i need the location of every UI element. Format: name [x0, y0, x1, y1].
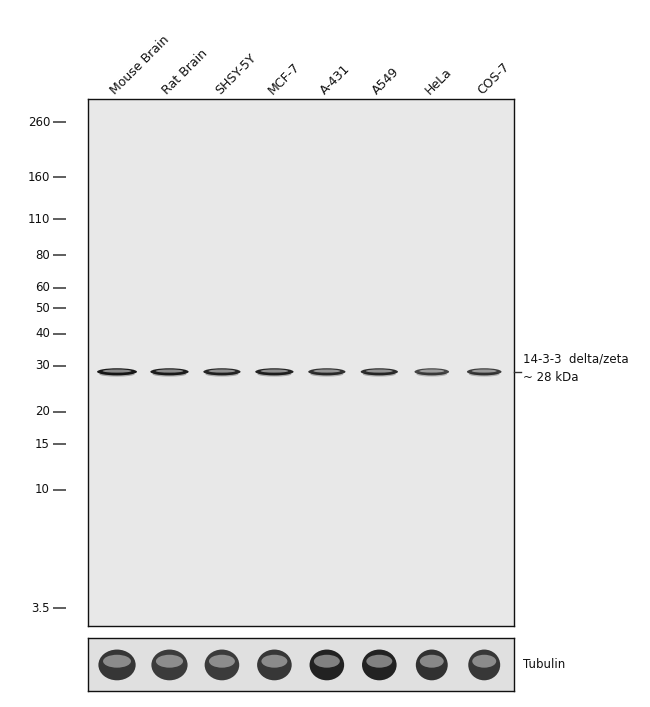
Ellipse shape: [467, 368, 502, 375]
Text: 3.5: 3.5: [31, 602, 50, 615]
Ellipse shape: [255, 368, 294, 375]
Ellipse shape: [367, 655, 393, 667]
Ellipse shape: [415, 368, 449, 375]
Text: HeLa: HeLa: [422, 65, 454, 97]
Ellipse shape: [420, 655, 444, 667]
Ellipse shape: [417, 372, 447, 377]
Ellipse shape: [209, 655, 235, 667]
Ellipse shape: [103, 655, 131, 667]
Text: A-431: A-431: [318, 62, 352, 97]
Ellipse shape: [366, 370, 393, 373]
Ellipse shape: [103, 370, 131, 373]
Text: 20: 20: [35, 405, 50, 419]
Text: 30: 30: [35, 359, 50, 373]
Ellipse shape: [362, 650, 396, 680]
Ellipse shape: [308, 368, 346, 375]
Text: A549: A549: [370, 65, 402, 97]
Ellipse shape: [314, 655, 340, 667]
Ellipse shape: [309, 650, 344, 680]
Text: COS-7: COS-7: [475, 60, 512, 97]
Ellipse shape: [257, 650, 292, 680]
Ellipse shape: [98, 650, 136, 680]
Ellipse shape: [205, 650, 239, 680]
Ellipse shape: [151, 650, 188, 680]
Text: Mouse Brain: Mouse Brain: [108, 33, 172, 97]
Ellipse shape: [468, 650, 500, 680]
Text: 40: 40: [35, 327, 50, 340]
Ellipse shape: [416, 650, 448, 680]
Text: Tubulin: Tubulin: [523, 658, 565, 672]
Ellipse shape: [469, 372, 499, 377]
Ellipse shape: [257, 372, 291, 377]
Ellipse shape: [156, 655, 183, 667]
Ellipse shape: [361, 368, 398, 375]
Text: 110: 110: [28, 213, 50, 226]
Ellipse shape: [261, 655, 287, 667]
Ellipse shape: [97, 368, 137, 375]
Text: 60: 60: [35, 281, 50, 294]
Ellipse shape: [473, 655, 496, 667]
Ellipse shape: [205, 372, 239, 377]
Text: Rat Brain: Rat Brain: [161, 47, 211, 97]
Ellipse shape: [150, 368, 188, 375]
Ellipse shape: [313, 370, 340, 373]
Text: MCF-7: MCF-7: [265, 60, 302, 97]
Text: 260: 260: [28, 116, 50, 129]
Ellipse shape: [363, 372, 396, 377]
Ellipse shape: [311, 372, 343, 377]
Ellipse shape: [99, 372, 135, 377]
Ellipse shape: [156, 370, 183, 373]
Text: 14-3-3  delta/zeta
~ 28 kDa: 14-3-3 delta/zeta ~ 28 kDa: [523, 353, 628, 384]
Text: 50: 50: [35, 302, 50, 315]
Ellipse shape: [261, 370, 288, 373]
Ellipse shape: [209, 370, 235, 373]
Ellipse shape: [472, 370, 497, 373]
Text: 80: 80: [35, 249, 50, 262]
Ellipse shape: [419, 370, 444, 373]
Text: 160: 160: [28, 170, 50, 184]
Text: 15: 15: [35, 438, 50, 450]
Ellipse shape: [153, 372, 187, 377]
Text: SHSY-5Y: SHSY-5Y: [213, 51, 259, 97]
Ellipse shape: [203, 368, 240, 375]
Text: 10: 10: [35, 484, 50, 496]
